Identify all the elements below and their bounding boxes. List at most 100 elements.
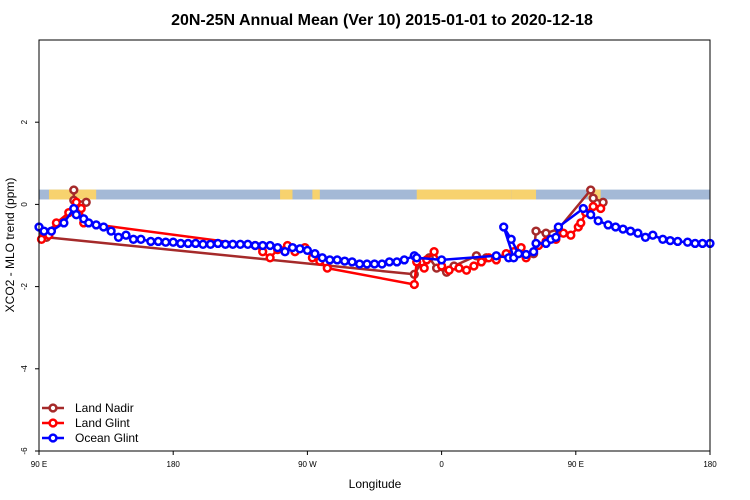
y-tick-label: -4: [20, 365, 29, 373]
ocean-band: [39, 189, 710, 200]
data-point-ocean-glint: [340, 256, 350, 266]
legend-marker: [48, 403, 58, 413]
data-point-land-glint: [461, 265, 472, 275]
data-point-ocean-glint: [121, 230, 131, 240]
data-point-ocean-glint: [190, 238, 201, 249]
x-axis: 90 E 180 90 W 0 90 E 180: [31, 451, 717, 469]
land-segment: [511, 189, 537, 200]
series-layer: [34, 185, 715, 290]
data-point-ocean-glint: [84, 218, 94, 228]
data-point-ocean-glint: [354, 259, 365, 269]
data-point-land-nadir: [531, 226, 541, 236]
y-tick-label: 2: [20, 119, 29, 124]
data-point-ocean-glint: [384, 257, 395, 267]
data-point-ocean-glint: [205, 239, 216, 249]
data-point-land-nadir: [69, 185, 79, 195]
data-point-ocean-glint: [640, 232, 651, 242]
x-tick-label: 90 E: [31, 460, 47, 469]
data-point-ocean-glint: [168, 237, 178, 247]
data-point-ocean-glint: [553, 222, 564, 232]
data-point-ocean-glint: [399, 255, 409, 265]
data-point-land-glint: [588, 201, 598, 212]
data-point-ocean-glint: [618, 224, 628, 234]
data-point-ocean-glint: [59, 218, 69, 228]
data-point-ocean-glint: [610, 222, 621, 232]
data-point-ocean-glint: [295, 244, 305, 254]
data-point-ocean-glint: [310, 249, 320, 259]
data-point-land-glint: [429, 247, 439, 257]
data-point-land-glint: [596, 203, 606, 214]
data-point-land-nadir: [588, 193, 598, 203]
data-point-ocean-glint: [531, 238, 541, 249]
data-point-ocean-glint: [665, 235, 675, 246]
legend-item: Land Nadir: [42, 401, 134, 415]
data-point-ocean-glint: [369, 259, 380, 269]
data-point-ocean-glint: [491, 251, 501, 261]
data-point-ocean-glint: [625, 226, 636, 236]
data-point-ocean-glint: [128, 234, 139, 244]
data-point-ocean-glint: [146, 236, 156, 247]
data-point-land-glint: [469, 261, 479, 271]
data-point-ocean-glint: [586, 210, 596, 220]
data-point-ocean-glint: [198, 239, 208, 249]
land-segment: [48, 189, 92, 200]
land-ocean-band: [39, 189, 710, 200]
data-point-ocean-glint: [603, 220, 613, 230]
legend-item: Land Glint: [42, 416, 130, 430]
legend-item: Ocean Glint: [42, 431, 139, 445]
data-point-ocean-glint: [521, 249, 531, 260]
y-axis-label: XCO2 - MLO trend (ppm): [3, 178, 17, 313]
data-point-land-glint: [454, 263, 464, 273]
y-tick-label: -6: [20, 447, 29, 455]
data-point-land-glint: [419, 263, 429, 273]
data-point-ocean-glint: [98, 222, 109, 232]
chart-title: 20N-25N Annual Mean (Ver 10) 2015-01-01 …: [171, 12, 593, 29]
data-point-ocean-glint: [302, 245, 313, 256]
data-point-land-glint: [444, 265, 454, 275]
data-point-ocean-glint: [258, 240, 268, 251]
data-point-ocean-glint: [161, 237, 171, 247]
data-point-ocean-glint: [690, 238, 700, 249]
data-point-ocean-glint: [106, 226, 116, 236]
legend-marker: [48, 433, 58, 443]
data-point-ocean-glint: [392, 257, 402, 267]
data-point-land-nadir: [541, 228, 551, 238]
data-point-land-glint: [409, 279, 419, 290]
x-tick-label: 90 W: [298, 460, 317, 469]
data-point-ocean-glint: [578, 203, 588, 214]
data-point-ocean-glint: [220, 239, 231, 249]
data-point-ocean-glint: [682, 237, 693, 247]
data-point-ocean-glint: [506, 234, 516, 244]
y-tick-label: -2: [20, 282, 29, 290]
series-ocean-glint: [34, 203, 715, 269]
data-point-ocean-glint: [272, 242, 283, 253]
data-point-ocean-glint: [176, 238, 186, 249]
legend-label: Ocean Glint: [75, 431, 139, 445]
data-point-ocean-glint: [250, 240, 260, 251]
land-segment: [86, 189, 97, 200]
legend-marker: [48, 418, 58, 428]
data-point-ocean-glint: [528, 247, 539, 257]
land-segment: [416, 189, 512, 200]
data-point-ocean-glint: [551, 232, 561, 242]
data-point-ocean-glint: [658, 234, 668, 244]
data-point-ocean-glint: [412, 253, 422, 263]
data-point-ocean-glint: [213, 238, 223, 249]
x-tick-label: 0: [439, 460, 444, 469]
x-tick-label: 180: [703, 460, 717, 469]
data-point-ocean-glint: [243, 239, 253, 249]
data-point-ocean-glint: [113, 232, 124, 242]
data-point-ocean-glint: [332, 255, 342, 265]
x-tick-label: 90 E: [568, 460, 584, 469]
data-point-ocean-glint: [436, 255, 447, 265]
data-point-ocean-glint: [228, 239, 238, 249]
data-point-land-nadir: [586, 185, 596, 195]
data-point-ocean-glint: [153, 236, 163, 247]
legend-label: Land Glint: [75, 416, 130, 430]
data-point-ocean-glint: [362, 259, 372, 269]
legend-label: Land Nadir: [75, 401, 134, 415]
data-point-ocean-glint: [39, 226, 49, 236]
data-point-ocean-glint: [633, 228, 643, 238]
data-point-ocean-glint: [593, 216, 603, 226]
